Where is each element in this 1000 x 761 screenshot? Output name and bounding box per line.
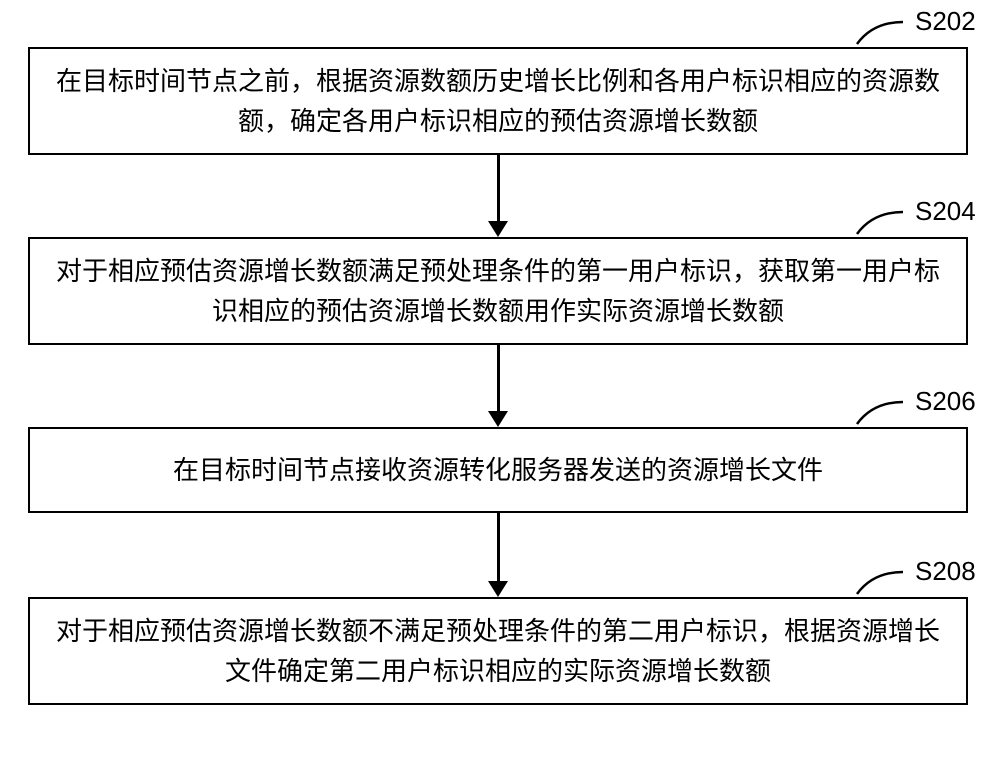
label-connector-s202 [855, 18, 915, 48]
label-connector-s208 [855, 568, 915, 598]
node-text-s204: 对于相应预估资源增长数额满足预处理条件的第一用户标识，获取第一用户标识相应的预估… [50, 251, 946, 332]
flow-node-s204: 对于相应预估资源增长数额满足预处理条件的第一用户标识，获取第一用户标识相应的预估… [28, 237, 968, 345]
arrow-head-s204-s206 [488, 411, 508, 427]
node-text-s206: 在目标时间节点接收资源转化服务器发送的资源增长文件 [173, 450, 823, 490]
arrow-s204-s206 [497, 345, 500, 412]
arrow-head-s202-s204 [488, 221, 508, 237]
arrow-s202-s204 [497, 155, 500, 222]
flow-node-s206: 在目标时间节点接收资源转化服务器发送的资源增长文件 [28, 427, 968, 513]
label-connector-s204 [855, 208, 915, 238]
step-label-s206: S206 [915, 386, 976, 417]
flow-node-s208: 对于相应预估资源增长数额不满足预处理条件的第二用户标识，根据资源增长文件确定第二… [28, 597, 968, 705]
flowchart-canvas: S202 在目标时间节点之前，根据资源数额历史增长比例和各用户标识相应的资源数额… [0, 0, 1000, 761]
step-label-s202: S202 [915, 6, 976, 37]
node-text-s202: 在目标时间节点之前，根据资源数额历史增长比例和各用户标识相应的资源数额，确定各用… [50, 61, 946, 142]
node-text-s208: 对于相应预估资源增长数额不满足预处理条件的第二用户标识，根据资源增长文件确定第二… [50, 611, 946, 692]
step-label-s208: S208 [915, 556, 976, 587]
flow-node-s202: 在目标时间节点之前，根据资源数额历史增长比例和各用户标识相应的资源数额，确定各用… [28, 47, 968, 155]
arrow-head-s206-s208 [488, 581, 508, 597]
arrow-s206-s208 [497, 513, 500, 582]
label-connector-s206 [855, 398, 915, 428]
step-label-s204: S204 [915, 196, 976, 227]
